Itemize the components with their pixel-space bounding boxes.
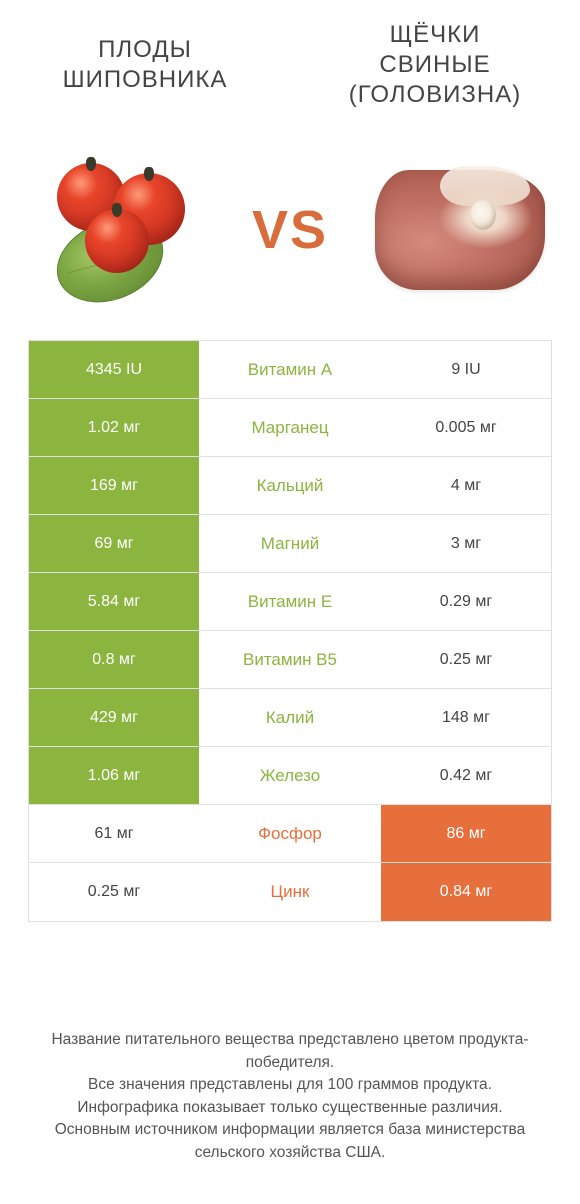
left-image — [0, 140, 240, 320]
pork-illustration — [370, 160, 550, 300]
right-value: 0.25 мг — [381, 631, 551, 688]
table-row: 0.8 мгВитамин B50.25 мг — [29, 631, 551, 689]
table-row: 1.06 мгЖелезо0.42 мг — [29, 747, 551, 805]
left-value: 0.8 мг — [29, 631, 199, 688]
rosehip-illustration — [35, 155, 205, 305]
right-value: 0.42 мг — [381, 747, 551, 804]
nutrient-label: Витамин B5 — [199, 631, 381, 688]
images-row: VS — [0, 130, 580, 330]
right-value: 0.29 мг — [381, 573, 551, 630]
left-value: 0.25 мг — [29, 863, 199, 921]
nutrient-label: Витамин A — [199, 341, 381, 398]
header-left: ПЛОДЫ ШИПОВНИКА — [0, 35, 290, 95]
table-row: 61 мгФосфор86 мг — [29, 805, 551, 863]
left-value: 5.84 мг — [29, 573, 199, 630]
right-value: 4 мг — [381, 457, 551, 514]
left-value: 1.02 мг — [29, 399, 199, 456]
right-value: 0.84 мг — [381, 863, 551, 921]
right-value: 9 IU — [381, 341, 551, 398]
footer: Название питательного вещества представл… — [30, 1029, 550, 1164]
table-row: 1.02 мгМарганец0.005 мг — [29, 399, 551, 457]
nutrient-label: Марганец — [199, 399, 381, 456]
header-right-line2: СВИНЫЕ — [379, 51, 490, 78]
nutrient-label: Калий — [199, 689, 381, 746]
table-row: 5.84 мгВитамин E0.29 мг — [29, 573, 551, 631]
vs-label: VS — [240, 199, 340, 261]
left-value: 429 мг — [29, 689, 199, 746]
table-row: 429 мгКалий148 мг — [29, 689, 551, 747]
left-value: 4345 IU — [29, 341, 199, 398]
table-row: 69 мгМагний3 мг — [29, 515, 551, 573]
nutrient-label: Кальций — [199, 457, 381, 514]
left-value: 69 мг — [29, 515, 199, 572]
header-right-line1: ЩЁЧКИ — [390, 21, 481, 48]
left-value: 61 мг — [29, 805, 199, 862]
right-value: 0.005 мг — [381, 399, 551, 456]
right-value: 86 мг — [381, 805, 551, 862]
footer-line2: Все значения представлены для 100 граммо… — [88, 1076, 492, 1093]
header-left-line1: ПЛОДЫ — [98, 36, 192, 63]
table-row: 4345 IUВитамин A9 IU — [29, 341, 551, 399]
comparison-table: 4345 IUВитамин A9 IU1.02 мгМарганец0.005… — [28, 340, 552, 922]
right-value: 148 мг — [381, 689, 551, 746]
nutrient-label: Фосфор — [199, 805, 381, 862]
table-row: 0.25 мгЦинк0.84 мг — [29, 863, 551, 921]
footer-line4: Основным источником информации является … — [55, 1121, 526, 1160]
header-left-line2: ШИПОВНИКА — [63, 66, 228, 93]
nutrient-label: Витамин E — [199, 573, 381, 630]
header-right-line3: (ГОЛОВИЗНА) — [349, 81, 522, 108]
table-row: 169 мгКальций4 мг — [29, 457, 551, 515]
right-image — [340, 140, 580, 320]
nutrient-label: Цинк — [199, 863, 381, 921]
header-right: ЩЁЧКИ СВИНЫЕ (ГОЛОВИЗНА) — [290, 20, 580, 110]
footer-line1: Название питательного вещества представл… — [51, 1031, 528, 1070]
footer-line3: Инфографика показывает только существенн… — [77, 1099, 502, 1116]
nutrient-label: Железо — [199, 747, 381, 804]
header-row: ПЛОДЫ ШИПОВНИКА ЩЁЧКИ СВИНЫЕ (ГОЛОВИЗНА) — [0, 0, 580, 130]
left-value: 1.06 мг — [29, 747, 199, 804]
right-value: 3 мг — [381, 515, 551, 572]
nutrient-label: Магний — [199, 515, 381, 572]
left-value: 169 мг — [29, 457, 199, 514]
